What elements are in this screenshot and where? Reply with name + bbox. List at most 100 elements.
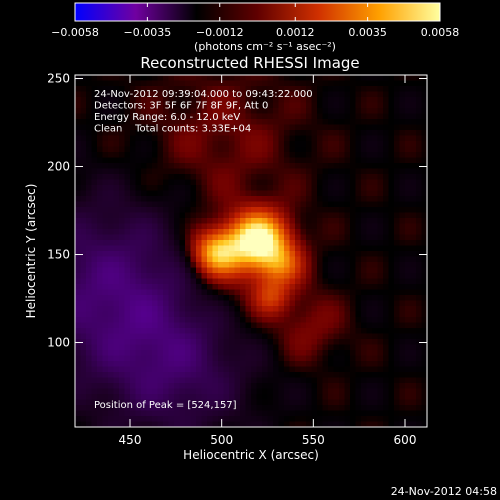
heatmap-cell: [75, 130, 81, 136]
heatmap-cell: [163, 124, 169, 131]
heatmap-cell: [405, 388, 411, 395]
heatmap-cell: [366, 234, 373, 241]
heatmap-cell: [80, 141, 87, 147]
heatmap-cell: [328, 201, 334, 208]
heatmap-cell: [163, 168, 169, 175]
heatmap-cell: [273, 388, 279, 395]
heatmap-cell: [306, 273, 312, 279]
heatmap-cell: [119, 135, 125, 142]
heatmap-cell: [152, 75, 158, 81]
heatmap-cell: [119, 168, 125, 175]
heatmap-cell: [383, 196, 389, 202]
heatmap-cell: [119, 251, 125, 257]
heatmap-cell: [212, 102, 219, 109]
heatmap-cell: [141, 86, 147, 92]
heatmap-cell: [421, 240, 428, 246]
heatmap-cell: [251, 218, 257, 224]
heatmap-cell: [289, 168, 296, 175]
heatmap-cell: [344, 218, 351, 224]
heatmap-cell: [251, 289, 257, 296]
heatmap-cell: [86, 350, 92, 356]
heatmap-cell: [185, 416, 191, 422]
heatmap-cell: [355, 234, 362, 241]
heatmap-cell: [306, 278, 312, 285]
heatmap-cell: [102, 196, 109, 202]
heatmap-cell: [394, 361, 400, 367]
heatmap-cell: [339, 201, 345, 208]
heatmap-cell: [91, 267, 98, 274]
heatmap-cell: [372, 350, 378, 356]
heatmap-cell: [366, 339, 373, 345]
heatmap-cell: [328, 185, 334, 191]
heatmap-cell: [119, 278, 125, 285]
heatmap-cell: [168, 317, 175, 323]
heatmap-cell: [344, 339, 351, 345]
heatmap-cell: [240, 91, 246, 98]
heatmap-cell: [245, 377, 252, 384]
heatmap-cell: [416, 119, 422, 125]
heatmap-cell: [328, 141, 334, 147]
heatmap-cell: [333, 245, 340, 252]
heatmap-cell: [135, 399, 142, 406]
heatmap-cell: [163, 163, 169, 169]
heatmap-cell: [234, 86, 241, 92]
heatmap-cell: [300, 355, 307, 362]
heatmap-cell: [394, 102, 400, 109]
heatmap-cell: [75, 405, 81, 411]
heatmap-cell: [361, 141, 367, 147]
heatmap-cell: [174, 207, 180, 213]
heatmap-cell: [410, 399, 417, 406]
heatmap-cell: [256, 234, 263, 241]
heatmap-cell: [278, 295, 285, 301]
heatmap-cell: [284, 157, 290, 164]
heatmap-cell: [322, 201, 329, 208]
heatmap-cell: [201, 317, 208, 323]
heatmap-cell: [383, 152, 389, 158]
heatmap-cell: [322, 152, 329, 158]
heatmap-cell: [218, 157, 224, 164]
heatmap-cell: [157, 234, 164, 241]
heatmap-cell: [152, 388, 158, 395]
heatmap-cell: [383, 185, 389, 191]
heatmap-cell: [289, 196, 296, 202]
heatmap-cell: [273, 410, 279, 417]
heatmap-cell: [317, 119, 323, 125]
heatmap-cell: [295, 157, 301, 164]
heatmap-cell: [410, 388, 417, 395]
heatmap-cell: [218, 421, 224, 428]
heatmap-cell: [355, 317, 362, 323]
heatmap-cell: [91, 185, 98, 191]
colorbar-unit-label: (photons cm⁻² s⁻¹ asec⁻²): [194, 40, 336, 53]
heatmap-cell: [141, 130, 147, 136]
heatmap-cell: [284, 251, 290, 257]
heatmap-cell: [207, 416, 213, 422]
heatmap-cell: [190, 141, 197, 147]
heatmap-cell: [190, 113, 197, 120]
heatmap-cell: [179, 416, 186, 422]
heatmap-cell: [306, 168, 312, 175]
heatmap-cell: [251, 102, 257, 109]
heatmap-cell: [152, 108, 158, 114]
heatmap-cell: [421, 295, 428, 301]
heatmap-cell: [102, 256, 109, 263]
heatmap-cell: [388, 377, 395, 384]
heatmap-cell: [146, 377, 153, 384]
heatmap-cell: [350, 383, 356, 389]
heatmap-cell: [350, 80, 356, 87]
heatmap-cell: [262, 394, 268, 400]
heatmap-cell: [245, 102, 252, 109]
heatmap-cell: [113, 152, 120, 158]
heatmap-cell: [179, 91, 186, 98]
heatmap-cell: [113, 97, 120, 103]
heatmap-cell: [273, 344, 279, 351]
heatmap-cell: [300, 377, 307, 384]
heatmap-cell: [399, 152, 406, 158]
heatmap-cell: [190, 344, 197, 351]
heatmap-cell: [185, 273, 191, 279]
heatmap-cell: [113, 344, 120, 351]
heatmap-cell: [251, 135, 257, 142]
heatmap-cell: [399, 229, 406, 235]
heatmap-cell: [185, 124, 191, 131]
heatmap-cell: [190, 366, 197, 373]
heatmap-cell: [284, 399, 290, 406]
